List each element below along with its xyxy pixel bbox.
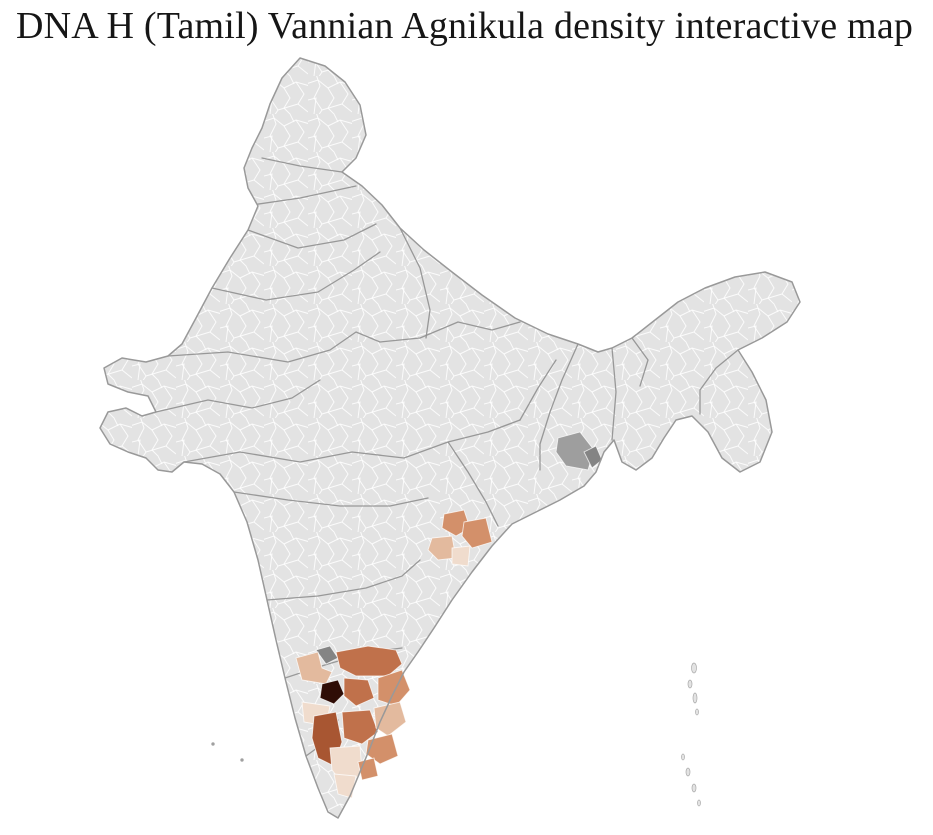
highlight-district[interactable] [335, 645, 403, 677]
page-title: DNA H (Tamil) Vannian Agnikula density i… [16, 5, 914, 47]
odisha-border-density-cluster[interactable] [427, 509, 493, 567]
highlight-district[interactable] [319, 679, 345, 705]
highlight-district[interactable] [427, 535, 457, 561]
highlight-district[interactable] [555, 431, 595, 471]
highlight-district[interactable] [377, 669, 411, 707]
india-outline [99, 57, 801, 819]
highlight-district[interactable] [583, 445, 603, 469]
highlight-district[interactable] [365, 733, 399, 765]
highlight-district[interactable] [343, 677, 375, 707]
tamil-nadu-density-cluster[interactable] [295, 645, 411, 799]
highlight-district[interactable] [295, 651, 333, 685]
west-bengal-gray-cluster[interactable] [555, 431, 603, 471]
highlight-district[interactable] [373, 701, 407, 737]
highlight-district[interactable] [451, 545, 471, 567]
highlight-district[interactable] [341, 709, 379, 745]
lakshadweep-islands[interactable] [211, 742, 244, 762]
highlight-district[interactable] [333, 773, 357, 799]
andaman-nicobar-islands[interactable] [681, 662, 701, 807]
highlight-district[interactable] [461, 517, 493, 549]
district-boundaries [100, 58, 800, 818]
